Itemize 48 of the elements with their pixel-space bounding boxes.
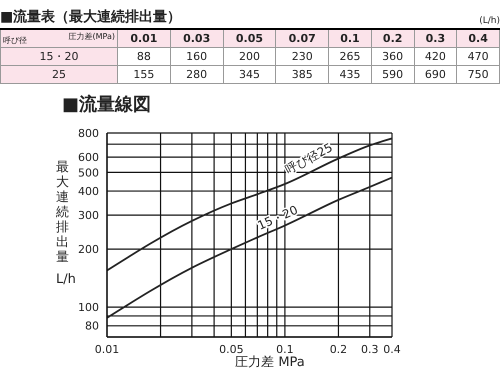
y-tick-label: 500 xyxy=(78,166,99,180)
data-label: 155 xyxy=(118,66,170,84)
x-tick-label: 0.05 xyxy=(219,342,244,356)
x-tick-label: 0.3 xyxy=(414,29,457,48)
y-tick-label: 100 xyxy=(78,301,99,314)
data-label: 420 xyxy=(414,48,457,66)
data-label: 435 xyxy=(328,66,372,84)
data-label: 360 xyxy=(371,48,414,66)
x-tick-label: 0.2 xyxy=(330,342,348,356)
text: L/h xyxy=(56,272,76,287)
y-axis-title: 呼び径 xyxy=(3,35,27,46)
x-tick-label: 0.1 xyxy=(276,342,294,356)
data-label: 345 xyxy=(223,66,276,84)
data-label: 385 xyxy=(276,66,329,84)
x-tick-label: 0.01 xyxy=(94,342,120,356)
x-tick-label: 0.07 xyxy=(276,29,329,48)
x-tick-label: 0.03 xyxy=(170,29,224,48)
chart-title: ■流量線図 xyxy=(62,93,152,116)
data-label: 88 xyxy=(118,48,170,66)
data-label: 750 xyxy=(456,66,500,84)
y-tick-label: 200 xyxy=(78,242,99,256)
x-tick-label: 0.05 xyxy=(223,29,276,48)
x-tick-label: 0.01 xyxy=(118,29,170,48)
chart-title: ■流量表（最大連続排出量） xyxy=(0,8,182,26)
y-tick-label: 800 xyxy=(78,126,99,140)
data-label: 265 xyxy=(328,48,372,66)
y-axis-title: 最大連続排出量 xyxy=(56,160,70,265)
data-label: 470 xyxy=(456,48,500,66)
x-tick-label: 0.2 xyxy=(371,29,414,48)
y-tick-label: 25 xyxy=(0,66,118,84)
data-label: 230 xyxy=(276,48,329,66)
x-axis-title: 圧力差 MPa xyxy=(235,355,305,370)
y-tick-label: 400 xyxy=(78,184,99,198)
x-tick-label: 0.4 xyxy=(456,29,500,48)
x-tick-label: 0.1 xyxy=(328,29,372,48)
data-label: 280 xyxy=(170,66,224,84)
data-label: 200 xyxy=(223,48,276,66)
x-tick-label: 0.4 xyxy=(383,342,401,356)
data-label: 160 xyxy=(170,48,224,66)
y-tick-label: 600 xyxy=(78,150,99,164)
data-label: 590 xyxy=(371,66,414,84)
y-tick-label: 80 xyxy=(85,320,99,333)
text: (L/h) xyxy=(479,16,500,26)
data-label: 690 xyxy=(414,66,457,84)
text: 呼び径25 xyxy=(283,140,335,177)
y-tick-label: 300 xyxy=(78,209,99,222)
x-tick-label: 0.3 xyxy=(361,342,379,356)
x-axis-title: 圧力差(MPa) xyxy=(68,31,115,42)
